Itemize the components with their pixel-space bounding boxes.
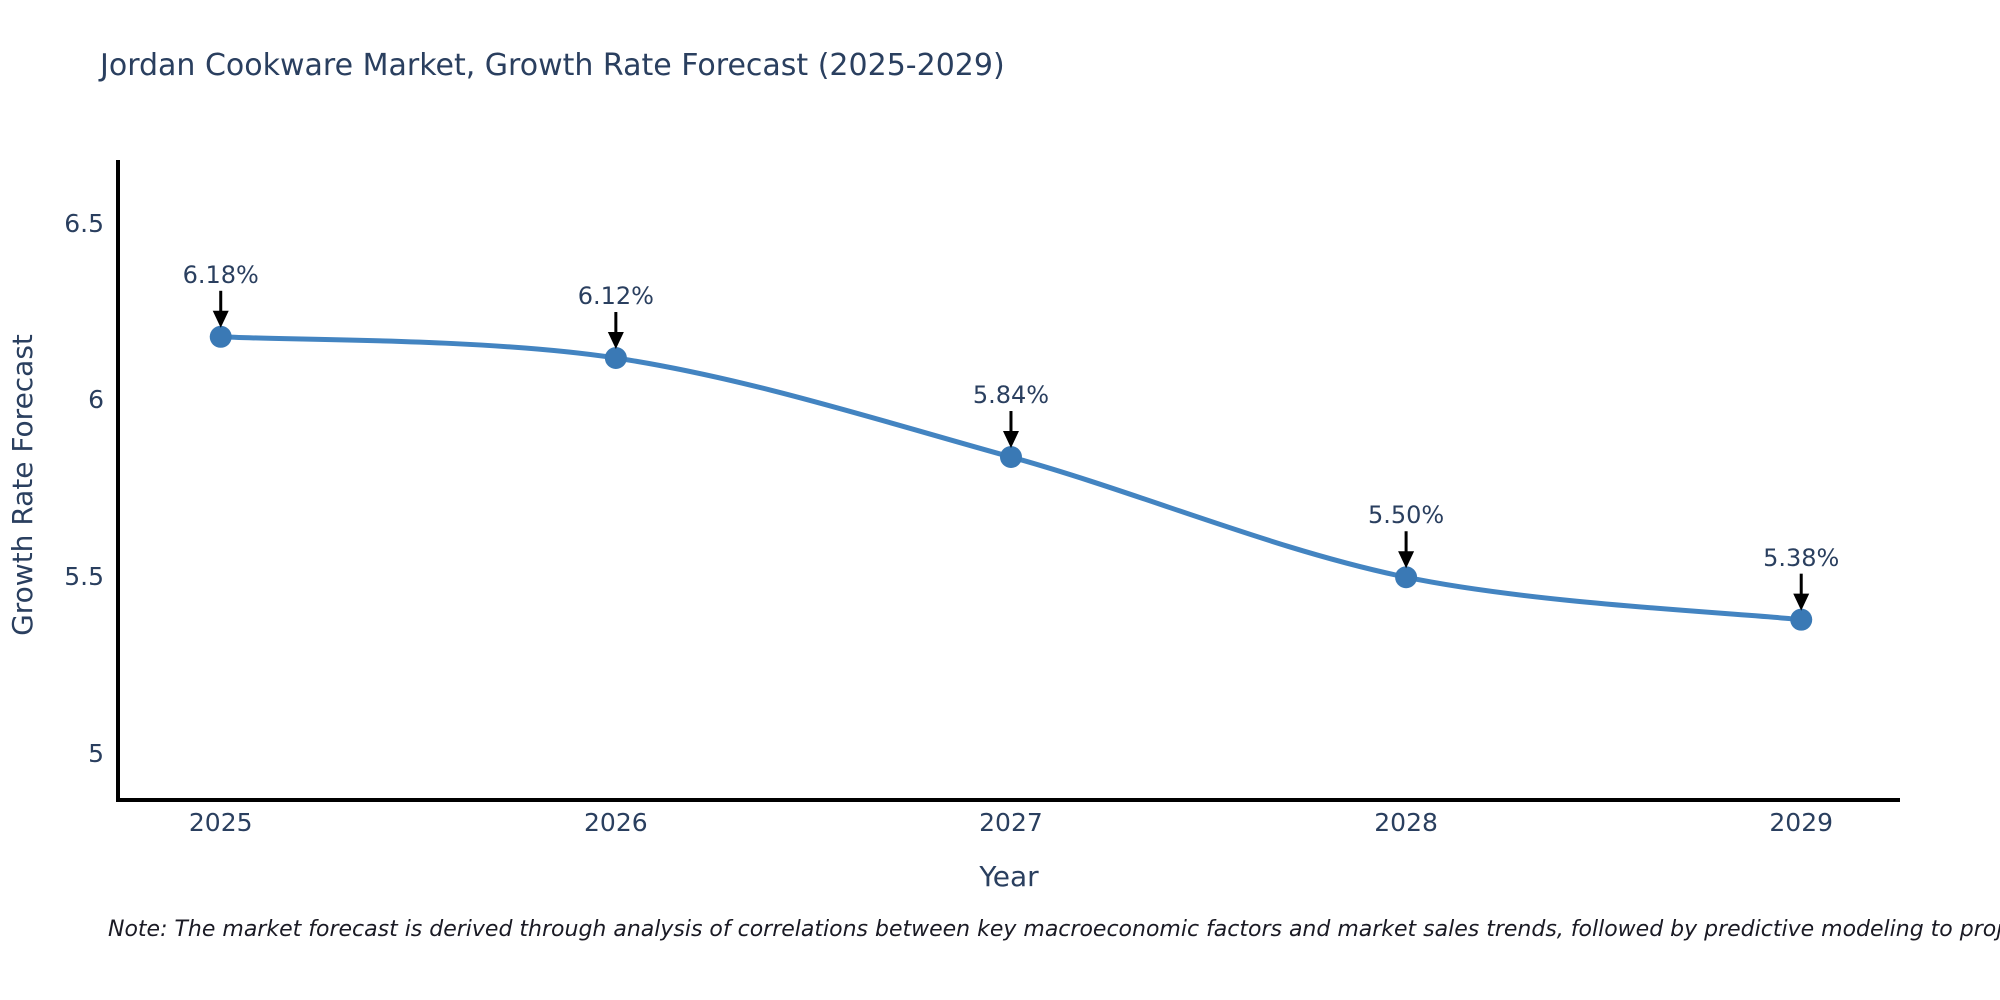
data-point-marker[interactable] bbox=[209, 325, 232, 348]
chart-title: Jordan Cookware Market, Growth Rate Fore… bbox=[100, 48, 1005, 83]
annotation-arrowhead-icon bbox=[607, 332, 624, 350]
annotation-arrowhead-icon bbox=[1793, 593, 1810, 611]
forecast-line bbox=[218, 334, 1804, 623]
data-point-marker[interactable] bbox=[1395, 566, 1418, 589]
annotation-arrowhead-icon bbox=[1002, 431, 1019, 449]
data-point-marker[interactable] bbox=[604, 347, 627, 370]
annotation-arrowhead-icon bbox=[212, 310, 229, 328]
data-point-marker[interactable] bbox=[999, 446, 1022, 469]
annotation-arrowhead-icon bbox=[1398, 551, 1415, 569]
data-point-marker[interactable] bbox=[1790, 608, 1813, 631]
footnote: Note: The market forecast is derived thr… bbox=[108, 917, 2000, 942]
y-axis-title: Growth Rate Forecast bbox=[6, 334, 39, 636]
x-axis-title: Year bbox=[979, 860, 1039, 893]
